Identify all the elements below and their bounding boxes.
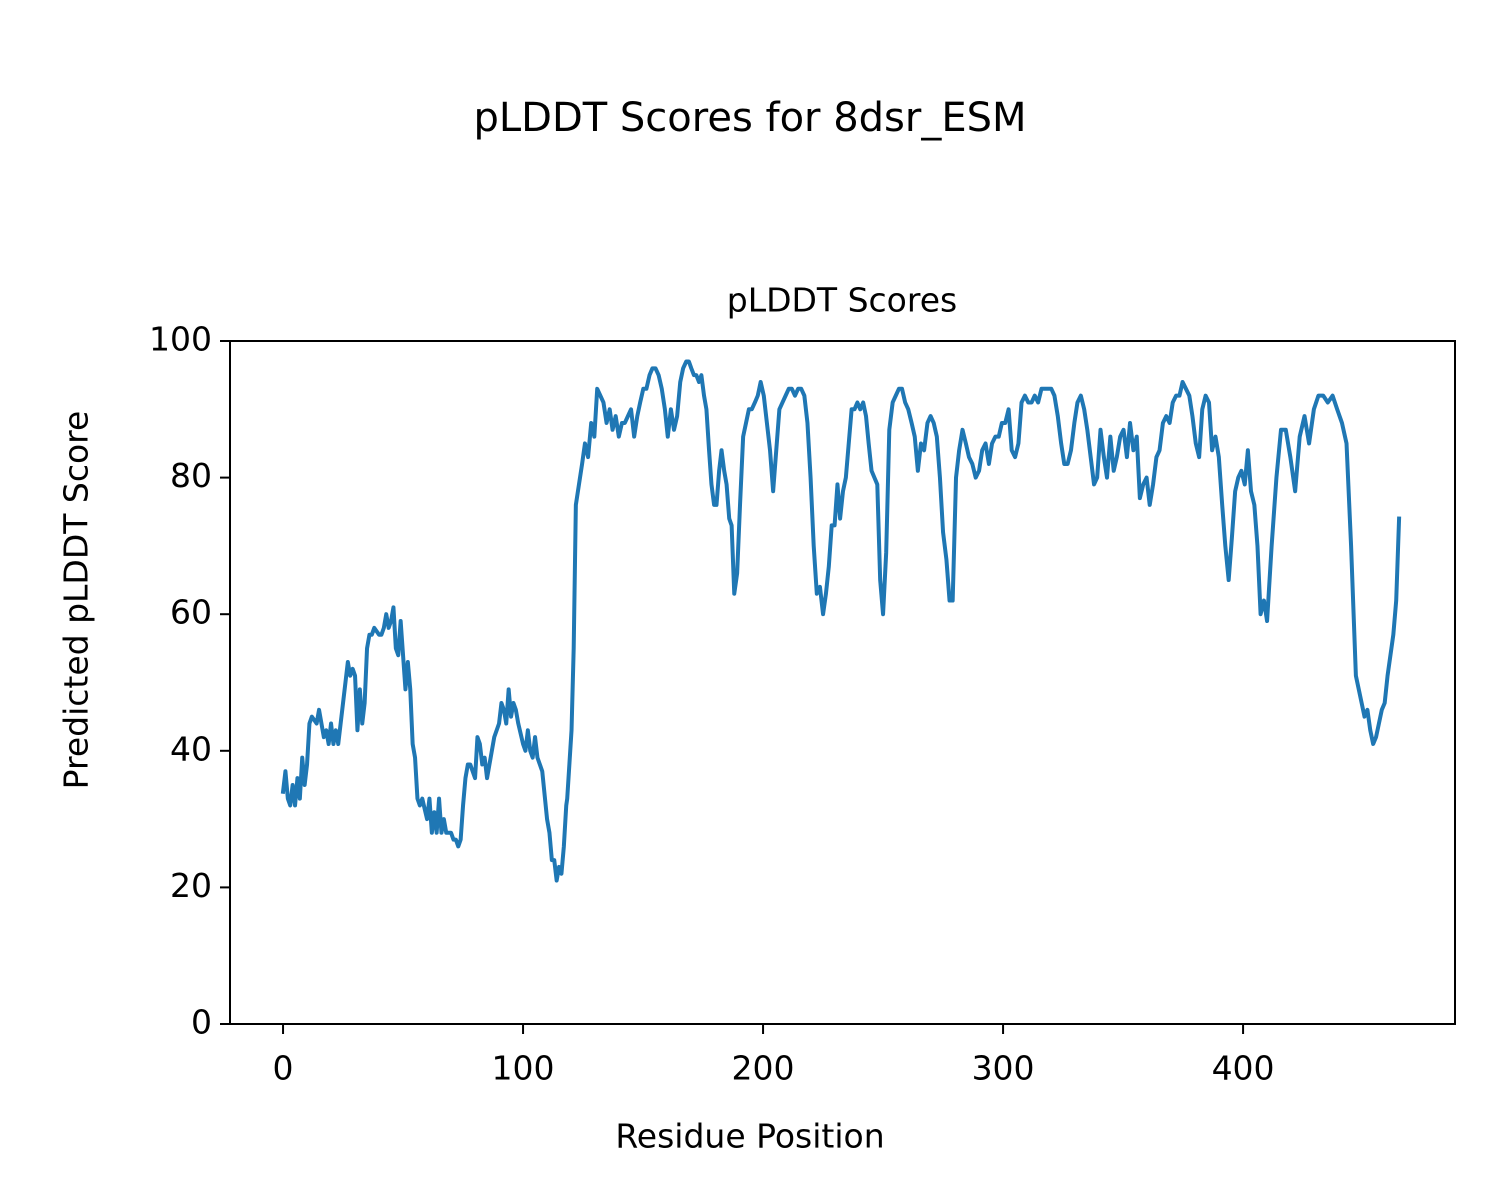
y-tick-label: 40 [170,729,212,768]
y-tick-label: 60 [170,593,212,632]
y-tick-label: 100 [149,320,212,359]
chart-subtitle: pLDDT Scores [727,281,957,320]
y-tick-label: 20 [170,866,212,905]
y-tick-label: 0 [191,1003,212,1042]
x-tick-label: 0 [273,1049,294,1088]
x-tick-label: 200 [732,1049,795,1088]
chart-title: pLDDT Scores for 8dsr_ESM [473,95,1026,141]
y-tick-label: 80 [170,456,212,495]
y-axis-label: Predicted pLDDT Score [57,411,96,790]
x-tick-label: 400 [1212,1049,1275,1088]
data-line [280,359,1402,883]
plot-frame [229,340,1456,1025]
x-axis-label: Residue Position [615,1117,884,1156]
x-tick-label: 100 [492,1049,555,1088]
x-tick-label: 300 [972,1049,1035,1088]
